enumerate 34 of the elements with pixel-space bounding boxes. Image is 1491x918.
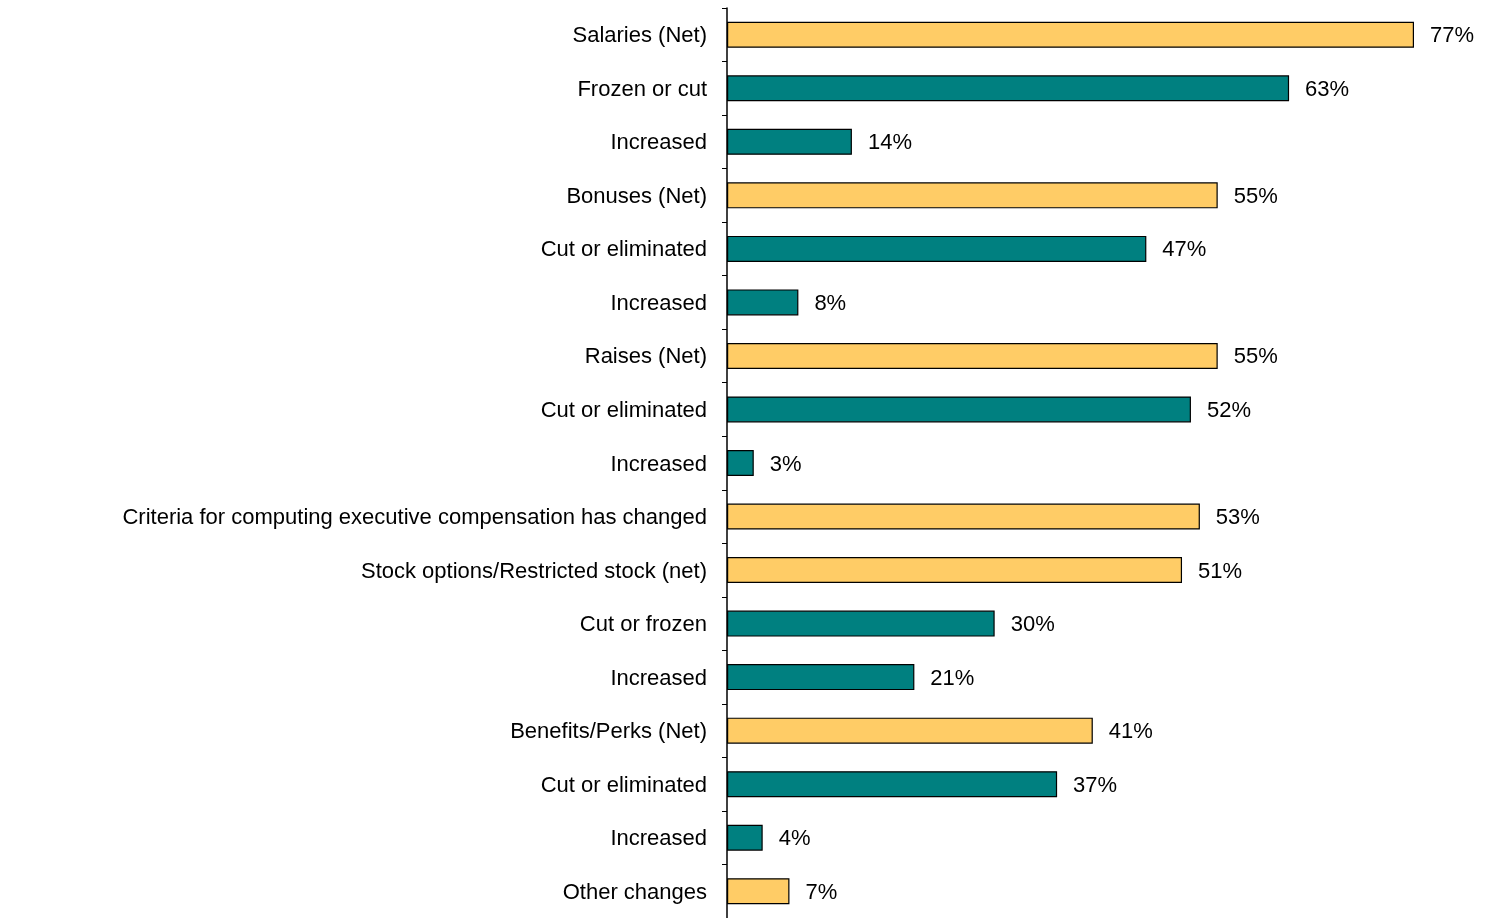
y-tick-label: Increased	[610, 289, 707, 315]
y-tick-label: Increased	[610, 129, 707, 155]
data-label: 52%	[1206, 396, 1251, 422]
y-tick-label: Other changes	[562, 878, 707, 904]
data-label: 55%	[1233, 343, 1278, 369]
y-tick-label: Frozen or cut	[577, 75, 707, 101]
data-label: 4%	[778, 825, 811, 851]
y-tick-label: Criteria for computing executive compensation has changed	[122, 504, 707, 530]
y-tick-label: Raises (Net)	[584, 343, 707, 369]
data-label: 55%	[1233, 182, 1278, 208]
data-label: 8%	[814, 289, 847, 315]
data-label: 37%	[1073, 771, 1118, 797]
y-tick-label: Cut or eliminated	[540, 236, 707, 262]
data-label: 14%	[867, 129, 912, 155]
data-label: 77%	[1430, 22, 1475, 48]
y-tick-label: Increased	[610, 825, 707, 851]
data-label: 41%	[1108, 718, 1153, 744]
y-tick-label: Cut or eliminated	[540, 396, 707, 422]
data-label: 3%	[769, 450, 802, 476]
y-tick-label: Increased	[610, 450, 707, 476]
data-label: 53%	[1215, 504, 1260, 530]
data-label: 7%	[805, 878, 838, 904]
y-tick-label: Cut or frozen	[579, 611, 707, 637]
data-label: 30%	[1010, 611, 1055, 637]
y-tick-label: Cut or eliminated	[540, 771, 707, 797]
data-label: 63%	[1305, 75, 1350, 101]
data-label: 51%	[1198, 557, 1243, 583]
y-tick-label: Stock options/Restricted stock (net)	[360, 557, 707, 583]
data-label: 21%	[930, 664, 975, 690]
y-tick-label: Salaries (Net)	[572, 22, 707, 48]
data-label: 47%	[1162, 236, 1207, 262]
y-tick-label: Bonuses (Net)	[566, 182, 707, 208]
y-tick-label: Increased	[610, 664, 707, 690]
y-tick-label: Benefits/Perks (Net)	[510, 718, 707, 744]
